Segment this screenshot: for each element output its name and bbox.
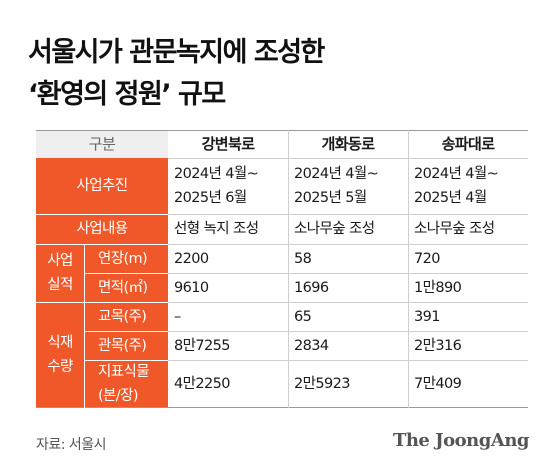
row-label-shrubs: 관목(주) <box>84 331 168 360</box>
row-label-area: 면적(㎡) <box>84 273 168 302</box>
length-gangbyeon: 2200 <box>174 250 209 267</box>
tall-trees-gangbyeon: – <box>174 308 181 325</box>
promotion-start: 2024년 4월~ <box>414 166 499 182</box>
label-divider <box>84 244 85 408</box>
tall-trees-songpa: 391 <box>414 308 440 325</box>
header-label: 구분 <box>36 130 168 158</box>
label-divider <box>84 331 168 332</box>
area-gaehwa: 1696 <box>294 279 329 296</box>
column-divider <box>408 130 409 408</box>
promotion-period-songpa: 2024년 4월~ 2025년 4월 <box>408 158 528 214</box>
group-label-planting: 식재 수량 <box>36 302 84 408</box>
groundcover-label-line2: (본/장) <box>98 388 138 404</box>
length-songpa: 720 <box>414 250 440 267</box>
row-divider <box>168 244 528 245</box>
table-bottom-border <box>36 407 528 408</box>
promotion-start: 2024년 4월~ <box>294 166 379 182</box>
row-divider <box>168 331 528 332</box>
label-divider <box>36 214 168 215</box>
groundcover-label-line1: 지표식물 <box>98 364 150 380</box>
label-divider <box>84 273 168 274</box>
promotion-end: 2025년 5월 <box>294 190 367 206</box>
shrubs-songpa: 2만316 <box>414 337 462 354</box>
area-gangbyeon: 9610 <box>174 279 209 296</box>
length-gaehwa: 58 <box>294 250 312 267</box>
promotion-end: 2025년 4월 <box>414 190 487 206</box>
row-divider <box>168 302 528 303</box>
publisher-logo: The JoongAng <box>392 430 530 451</box>
header-col-gangbyeon: 강변북로 <box>168 130 288 158</box>
label-divider <box>36 244 168 245</box>
row-label-promotion: 사업추진 <box>36 158 168 214</box>
groundcover-songpa: 7만409 <box>414 376 462 392</box>
row-divider <box>168 158 528 159</box>
groundcover-gaehwa: 2만5923 <box>294 376 350 392</box>
source-note: 자료: 서울시 <box>36 437 107 453</box>
promotion-period-gaehwa: 2024년 4월~ 2025년 5월 <box>288 158 408 214</box>
row-label-tall-trees: 교목(주) <box>84 302 168 331</box>
row-label-groundcover: 지표식물 (본/장) <box>84 360 168 408</box>
groundcover-gangbyeon: 4만2250 <box>174 376 230 392</box>
content-gangbyeon: 선형 녹지 조성 <box>174 221 259 237</box>
tall-trees-gaehwa: 65 <box>294 308 312 325</box>
label-divider <box>84 360 168 361</box>
group-label-line1: 사업 <box>47 253 73 269</box>
row-divider <box>168 360 528 361</box>
promotion-period-gangbyeon: 2024년 4월~ 2025년 6월 <box>168 158 288 214</box>
area-songpa: 1만890 <box>414 279 462 296</box>
row-divider <box>168 214 528 215</box>
shrubs-gaehwa: 2834 <box>294 337 329 354</box>
group-label-performance: 사업 실적 <box>36 244 84 302</box>
label-divider <box>36 302 168 303</box>
group-label-line2: 수량 <box>47 359 73 375</box>
promotion-start: 2024년 4월~ <box>174 166 259 182</box>
header-col-gaehwa: 개화동로 <box>288 130 408 158</box>
row-label-length: 연장(m) <box>84 244 168 273</box>
table-top-border <box>36 130 528 131</box>
row-divider <box>168 273 528 274</box>
row-label-content: 사업내용 <box>36 214 168 244</box>
chart-title-line1: 서울시가 관문녹지에 조성한 <box>28 37 325 68</box>
content-gaehwa: 소나무숲 조성 <box>294 221 375 237</box>
content-songpa: 소나무숲 조성 <box>414 221 495 237</box>
data-table: 구분 강변북로 개화동로 송파대로 사업추진 2024년 4월~ 2025년 6… <box>36 130 528 408</box>
promotion-end: 2025년 6월 <box>174 190 247 206</box>
header-col-songpa: 송파대로 <box>408 130 528 158</box>
chart-title-line2: ‘환영의 정원’ 규모 <box>28 79 226 110</box>
column-divider <box>288 130 289 408</box>
group-label-line1: 식재 <box>47 335 73 351</box>
shrubs-gangbyeon: 8만7255 <box>174 337 230 354</box>
group-label-line2: 실적 <box>47 277 73 293</box>
